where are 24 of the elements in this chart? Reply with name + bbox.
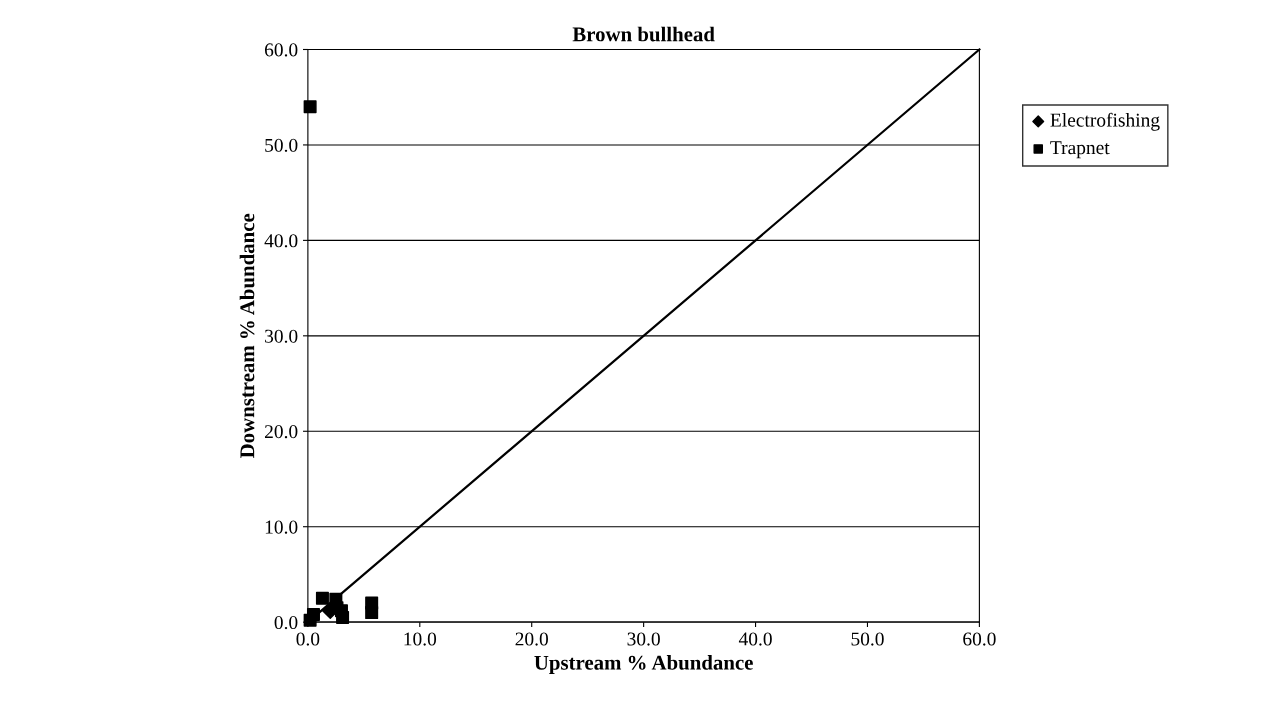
x-axis-title: Upstream % Abundance (534, 655, 753, 674)
point (303, 613, 317, 627)
y-tick-label: 30.0 (265, 329, 298, 343)
chart-title: Brown bullhead (572, 26, 715, 42)
point (315, 591, 329, 605)
x-tick-label: 10.0 (404, 632, 437, 646)
y-tick-label: 0.0 (274, 615, 298, 630)
point (365, 606, 379, 620)
x-tick-label: 30.0 (627, 632, 660, 646)
x-tick-label: 60.0 (963, 632, 996, 646)
x-tick-label: 50.0 (851, 632, 884, 646)
point (303, 100, 317, 114)
x-tick-label: 40.0 (738, 632, 772, 646)
y-tick-label: 60.0 (264, 43, 298, 57)
x-tick-label: 0.0 (296, 632, 320, 646)
y-tick-label: 10.0 (265, 520, 298, 534)
y-axis-title: Downstream % Abundance (239, 213, 255, 458)
y-tick-label: 50.0 (265, 138, 298, 152)
legend-label: Trapnet (1050, 141, 1110, 159)
legend-label: Electrofishing (1050, 112, 1160, 131)
y-tick-label: 40.0 (264, 234, 298, 248)
y-tick-label: 20.0 (264, 425, 298, 439)
point (336, 610, 350, 624)
x-tick-label: 20.0 (515, 632, 548, 646)
